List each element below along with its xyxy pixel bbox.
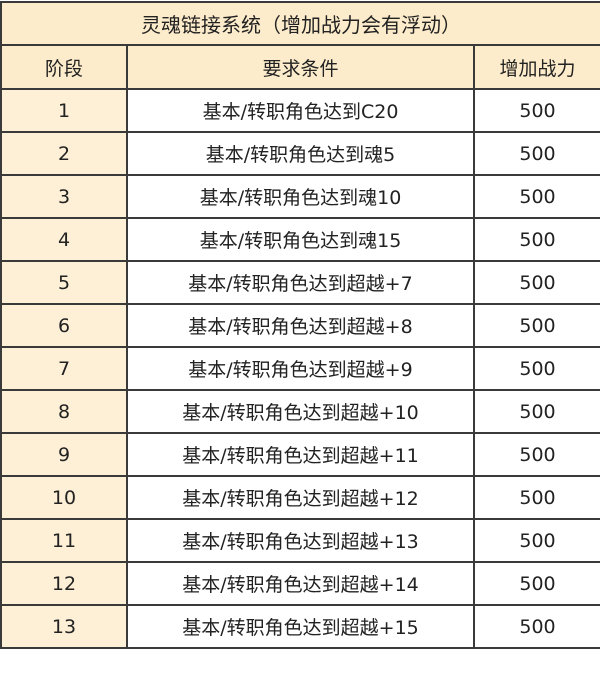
table-row: 9 基本/转职角色达到超越+11 500	[0, 432, 600, 477]
stage-cell: 1	[0, 88, 128, 133]
power-cell: 500	[472, 432, 600, 477]
power-cell: 500	[472, 174, 600, 219]
table-row: 11 基本/转职角色达到超越+13 500	[0, 518, 600, 563]
table-row: 5 基本/转职角色达到超越+7 500	[0, 260, 600, 305]
requirement-cell: 基本/转职角色达到超越+11	[126, 432, 475, 477]
power-cell: 500	[472, 475, 600, 520]
table-row: 12 基本/转职角色达到超越+14 500	[0, 561, 600, 606]
power-cell: 500	[472, 518, 600, 563]
power-cell: 500	[472, 561, 600, 606]
requirement-cell: 基本/转职角色达到超越+12	[126, 475, 475, 520]
requirement-cell: 基本/转职角色达到魂10	[126, 174, 475, 219]
header-requirement: 要求条件	[126, 44, 475, 90]
requirement-cell: 基本/转职角色达到魂5	[126, 131, 475, 176]
power-cell: 500	[472, 260, 600, 305]
table-title: 灵魂链接系统（增加战力会有浮动）	[0, 1, 600, 46]
power-cell: 500	[472, 303, 600, 348]
stage-cell: 9	[0, 432, 128, 477]
table-row: 10 基本/转职角色达到超越+12 500	[0, 475, 600, 520]
power-cell: 500	[472, 604, 600, 649]
stage-cell: 5	[0, 260, 128, 305]
power-cell: 500	[472, 217, 600, 262]
requirement-cell: 基本/转职角色达到超越+9	[126, 346, 475, 391]
stage-cell: 7	[0, 346, 128, 391]
requirement-cell: 基本/转职角色达到超越+10	[126, 389, 475, 434]
requirement-cell: 基本/转职角色达到魂15	[126, 217, 475, 262]
stage-cell: 2	[0, 131, 128, 176]
requirement-cell: 基本/转职角色达到超越+8	[126, 303, 475, 348]
table-row: 2 基本/转职角色达到魂5 500	[0, 131, 600, 176]
table-row: 3 基本/转职角色达到魂10 500	[0, 174, 600, 219]
header-stage: 阶段	[0, 44, 128, 90]
requirement-cell: 基本/转职角色达到超越+7	[126, 260, 475, 305]
power-cell: 500	[472, 389, 600, 434]
table-row: 13 基本/转职角色达到超越+15 500	[0, 604, 600, 649]
requirement-cell: 基本/转职角色达到超越+14	[126, 561, 475, 606]
table-row: 1 基本/转职角色达到C20 500	[0, 88, 600, 133]
stage-cell: 10	[0, 475, 128, 520]
stage-cell: 4	[0, 217, 128, 262]
table-row: 6 基本/转职角色达到超越+8 500	[0, 303, 600, 348]
table-row: 8 基本/转职角色达到超越+10 500	[0, 389, 600, 434]
stage-cell: 11	[0, 518, 128, 563]
stage-cell: 12	[0, 561, 128, 606]
requirement-cell: 基本/转职角色达到超越+15	[126, 604, 475, 649]
title-row: 灵魂链接系统（增加战力会有浮动）	[0, 1, 600, 46]
header-row: 阶段 要求条件 增加战力	[0, 44, 600, 90]
power-cell: 500	[472, 131, 600, 176]
power-cell: 500	[472, 346, 600, 391]
stage-cell: 13	[0, 604, 128, 649]
power-cell: 500	[472, 88, 600, 133]
requirement-cell: 基本/转职角色达到超越+13	[126, 518, 475, 563]
requirement-cell: 基本/转职角色达到C20	[126, 88, 475, 133]
table-row: 7 基本/转职角色达到超越+9 500	[0, 346, 600, 391]
stage-cell: 8	[0, 389, 128, 434]
stage-cell: 6	[0, 303, 128, 348]
header-power: 增加战力	[472, 44, 600, 90]
stage-cell: 3	[0, 174, 128, 219]
soul-link-table: 灵魂链接系统（增加战力会有浮动） 阶段 要求条件 增加战力 1 基本/转职角色达到…	[0, 1, 600, 649]
table-row: 4 基本/转职角色达到魂15 500	[0, 217, 600, 262]
